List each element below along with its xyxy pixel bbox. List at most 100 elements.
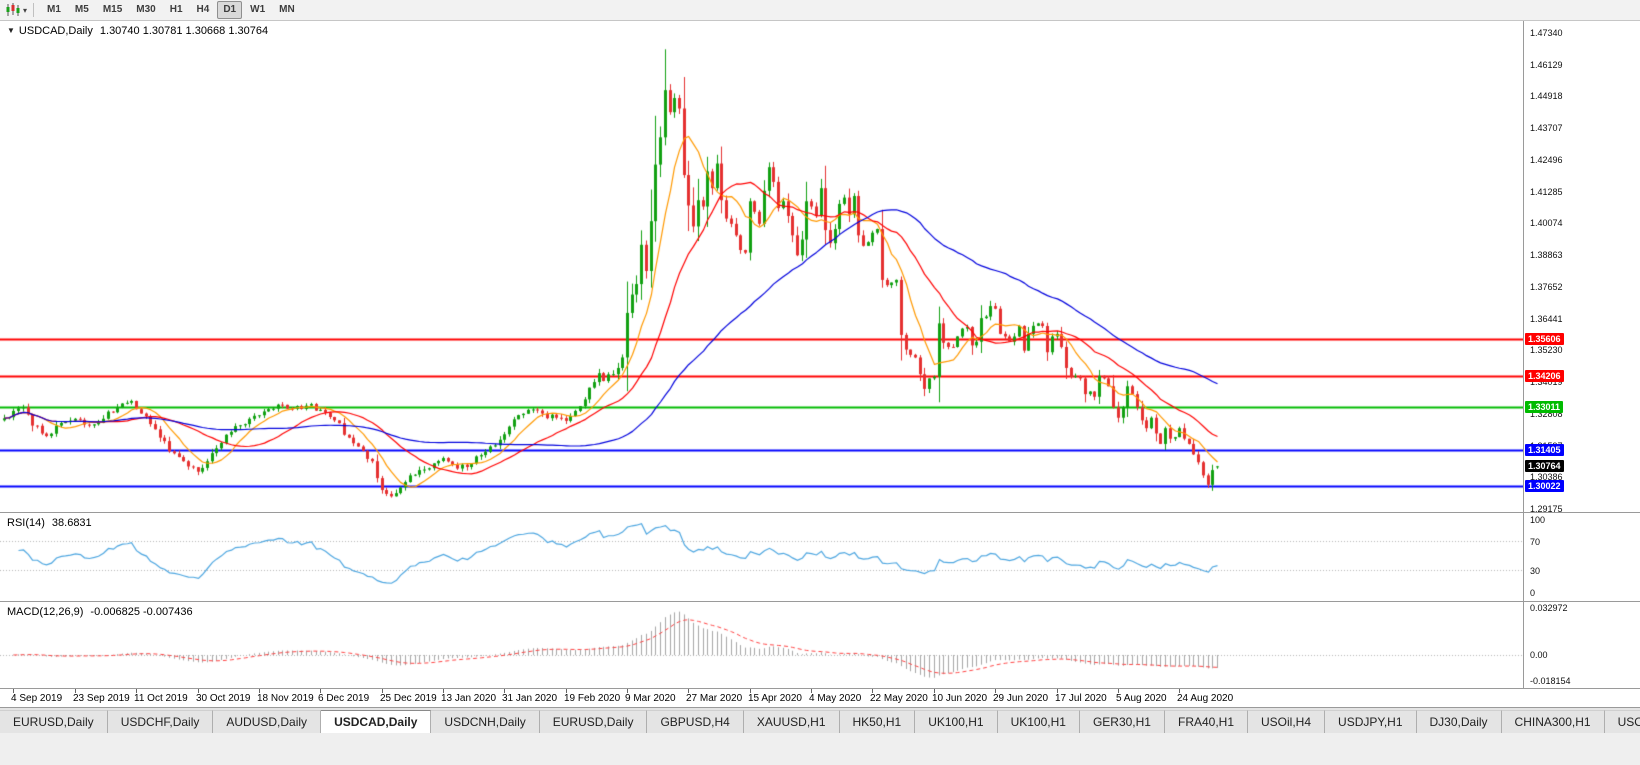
price-axis-label: 1.35230	[1530, 345, 1563, 356]
time-axis-tick	[13, 689, 14, 693]
macd-name-label: MACD(12,26,9)	[7, 606, 84, 618]
price-axis-label: 1.40074	[1530, 218, 1563, 229]
price-axis-label: 1.41285	[1530, 186, 1563, 197]
time-axis-label: 10 Jun 2020	[932, 693, 988, 704]
rsi-axis-label: 0	[1530, 588, 1536, 598]
price-level-label: 1.33011	[1525, 401, 1564, 414]
chart-tab-gbpusd-h4[interactable]: GBPUSD,H4	[647, 710, 744, 733]
rsi-axis-label: 100	[1530, 515, 1546, 525]
main-chart-panel: ▼ USDCAD,Daily 1.30740 1.30781 1.30668 1.3…	[0, 21, 1640, 514]
price-axis-label: 1.37652	[1530, 281, 1563, 292]
chart-tab-usdjpy-h1[interactable]: USDJPY,H1	[1325, 710, 1417, 733]
macd-chart-canvas[interactable]	[0, 602, 1523, 689]
time-axis-tick	[934, 689, 935, 693]
timeframe-button-m5[interactable]: M5	[74, 4, 89, 15]
price-axis-label: 1.38863	[1530, 250, 1563, 261]
time-axis-label: 15 Apr 2020	[748, 693, 802, 704]
chart-tab-dj30-daily[interactable]: DJ30,Daily	[1416, 710, 1502, 733]
candlestick-chart-icon[interactable]	[4, 3, 22, 18]
time-axis-tick	[504, 689, 505, 693]
chart-symbol-label: USDCAD,Daily	[18, 25, 93, 37]
chevron-down-icon[interactable]: ▾	[23, 5, 28, 15]
timeframe-button-w1[interactable]: W1	[250, 4, 266, 15]
chart-tab-hk50-h1[interactable]: HK50,H1	[839, 710, 916, 733]
macd-axis-label: 0.032972	[1530, 603, 1568, 613]
time-axis-label: 27 Mar 2020	[686, 693, 743, 704]
price-level-label: 1.34206	[1525, 370, 1564, 383]
time-axis-label: 22 May 2020	[870, 693, 928, 704]
bid-price-label: 1.30764	[1525, 460, 1564, 473]
price-axis[interactable]: 1.47340 1.46129 1.44918 1.43707 1.42496 1.412…	[1523, 21, 1640, 514]
window-bottom-strip	[0, 733, 1640, 765]
macd-values-label: -0.006825 -0.007436	[90, 606, 193, 618]
chart-tab-eurusd-daily[interactable]: EURUSD,Daily	[539, 710, 648, 733]
rsi-panel: RSI(14) 38.6831 100 70 30 0	[0, 513, 1640, 602]
time-axis-label: 23 Sep 2019	[73, 693, 130, 704]
timeframe-button-m15[interactable]: M15	[102, 4, 123, 15]
rsi-axis[interactable]: 100 70 30 0	[1523, 513, 1640, 601]
time-axis-tick	[688, 689, 689, 693]
time-axis-label: 29 Jun 2020	[993, 693, 1049, 704]
time-axis-tick	[627, 689, 628, 693]
time-axis-tick	[75, 689, 76, 693]
chart-tab-xauusd-h1[interactable]: XAUUSD,H1	[743, 710, 840, 733]
time-axis-label: 17 Jul 2020	[1055, 693, 1107, 704]
chart-tab-audusd-daily[interactable]: AUDUSD,Daily	[213, 710, 322, 733]
toolbar-separator	[33, 3, 35, 17]
chart-tab-usoil-h4[interactable]: USOil,H4	[1248, 710, 1326, 733]
rsi-axis-label: 30	[1530, 566, 1541, 577]
chart-ohlc-values: 1.30740 1.30781 1.30668 1.30764	[99, 25, 269, 37]
timeframe-button-h4[interactable]: H4	[196, 4, 210, 15]
rsi-title: RSI(14) 38.6831	[7, 517, 92, 529]
time-axis-label: 4 May 2020	[809, 693, 862, 704]
time-axis-tick	[136, 689, 137, 693]
time-axis-tick	[811, 689, 812, 693]
macd-title: MACD(12,26,9) -0.006825 -0.007436	[7, 606, 193, 618]
timeframe-button-mn[interactable]: MN	[279, 4, 295, 15]
rsi-chart-canvas[interactable]	[0, 513, 1523, 602]
rsi-value-label: 38.6831	[51, 517, 92, 529]
time-axis[interactable]: 4 Sep 2019 23 Sep 2019 11 Oct 2019 30 Oct 2…	[0, 689, 1640, 707]
time-axis-tick	[995, 689, 996, 693]
time-axis-tick	[566, 689, 567, 693]
timeframe-button-h1[interactable]: H1	[169, 4, 183, 15]
timeframe-button-m1[interactable]: M1	[47, 4, 61, 15]
macd-axis[interactable]: 0.032972 0.00 -0.018154	[1523, 602, 1640, 688]
timeframe-button-m30[interactable]: M30	[136, 4, 156, 15]
time-axis-tick	[1118, 689, 1119, 693]
chart-tab-uk100-h1[interactable]: UK100,H1	[915, 710, 998, 733]
time-axis-tick	[259, 689, 260, 693]
price-axis-label: 1.46129	[1530, 59, 1563, 70]
chart-tab-usdcad-daily[interactable]: USDCAD,Daily	[321, 710, 432, 733]
chart-title: ▼ USDCAD,Daily 1.30740 1.30781 1.30668 1.3…	[7, 25, 268, 37]
rsi-axis-label: 70	[1530, 536, 1541, 547]
chart-tab-usdchf-daily[interactable]: USDCHF,Daily	[107, 710, 214, 733]
chart-tab-ger30-h1[interactable]: GER30,H1	[1079, 710, 1165, 733]
toolbar: ▾ M1 M5 M15 M30 H1 H4 D1 W1 MN	[0, 0, 1640, 21]
time-axis-tick	[750, 689, 751, 693]
price-axis-label: 1.44918	[1530, 91, 1563, 102]
price-axis-label: 1.47340	[1530, 28, 1563, 38]
price-chart-canvas[interactable]	[0, 21, 1523, 513]
time-axis-label: 31 Jan 2020	[502, 693, 558, 704]
time-axis-tick	[320, 689, 321, 693]
time-axis-label: 11 Oct 2019	[134, 693, 188, 704]
time-axis-label: 30 Oct 2019	[196, 693, 251, 704]
chart-tab-uk100-h1[interactable]: UK100,H1	[997, 710, 1080, 733]
time-axis-label: 6 Dec 2019	[318, 693, 370, 704]
rsi-name-label: RSI(14)	[7, 517, 45, 529]
chart-tab-usdcnh-daily[interactable]: USDCNH,Daily	[431, 710, 540, 733]
macd-panel: MACD(12,26,9) -0.006825 -0.007436 0.03297…	[0, 602, 1640, 689]
chart-tab-eurusd-daily[interactable]: EURUSD,Daily	[0, 710, 108, 733]
price-axis-label: 1.43707	[1530, 123, 1563, 134]
time-axis-label: 18 Nov 2019	[257, 693, 314, 704]
price-axis-label: 1.34019	[1530, 377, 1563, 388]
time-axis-tick	[872, 689, 873, 693]
timeframe-button-d1[interactable]: D1	[217, 1, 243, 19]
price-level-label: 1.31405	[1525, 443, 1564, 456]
timeframe-buttons: M1 M5 M15 M30 H1 H4 D1 W1 MN	[40, 1, 302, 19]
symbol-marker-icon: ▼	[7, 26, 15, 35]
chart-tab-usoil-h1[interactable]: USOil,H1	[1604, 710, 1640, 733]
chart-tab-fra40-h1[interactable]: FRA40,H1	[1164, 710, 1249, 733]
chart-tab-china300-h1[interactable]: CHINA300,H1	[1501, 710, 1605, 733]
